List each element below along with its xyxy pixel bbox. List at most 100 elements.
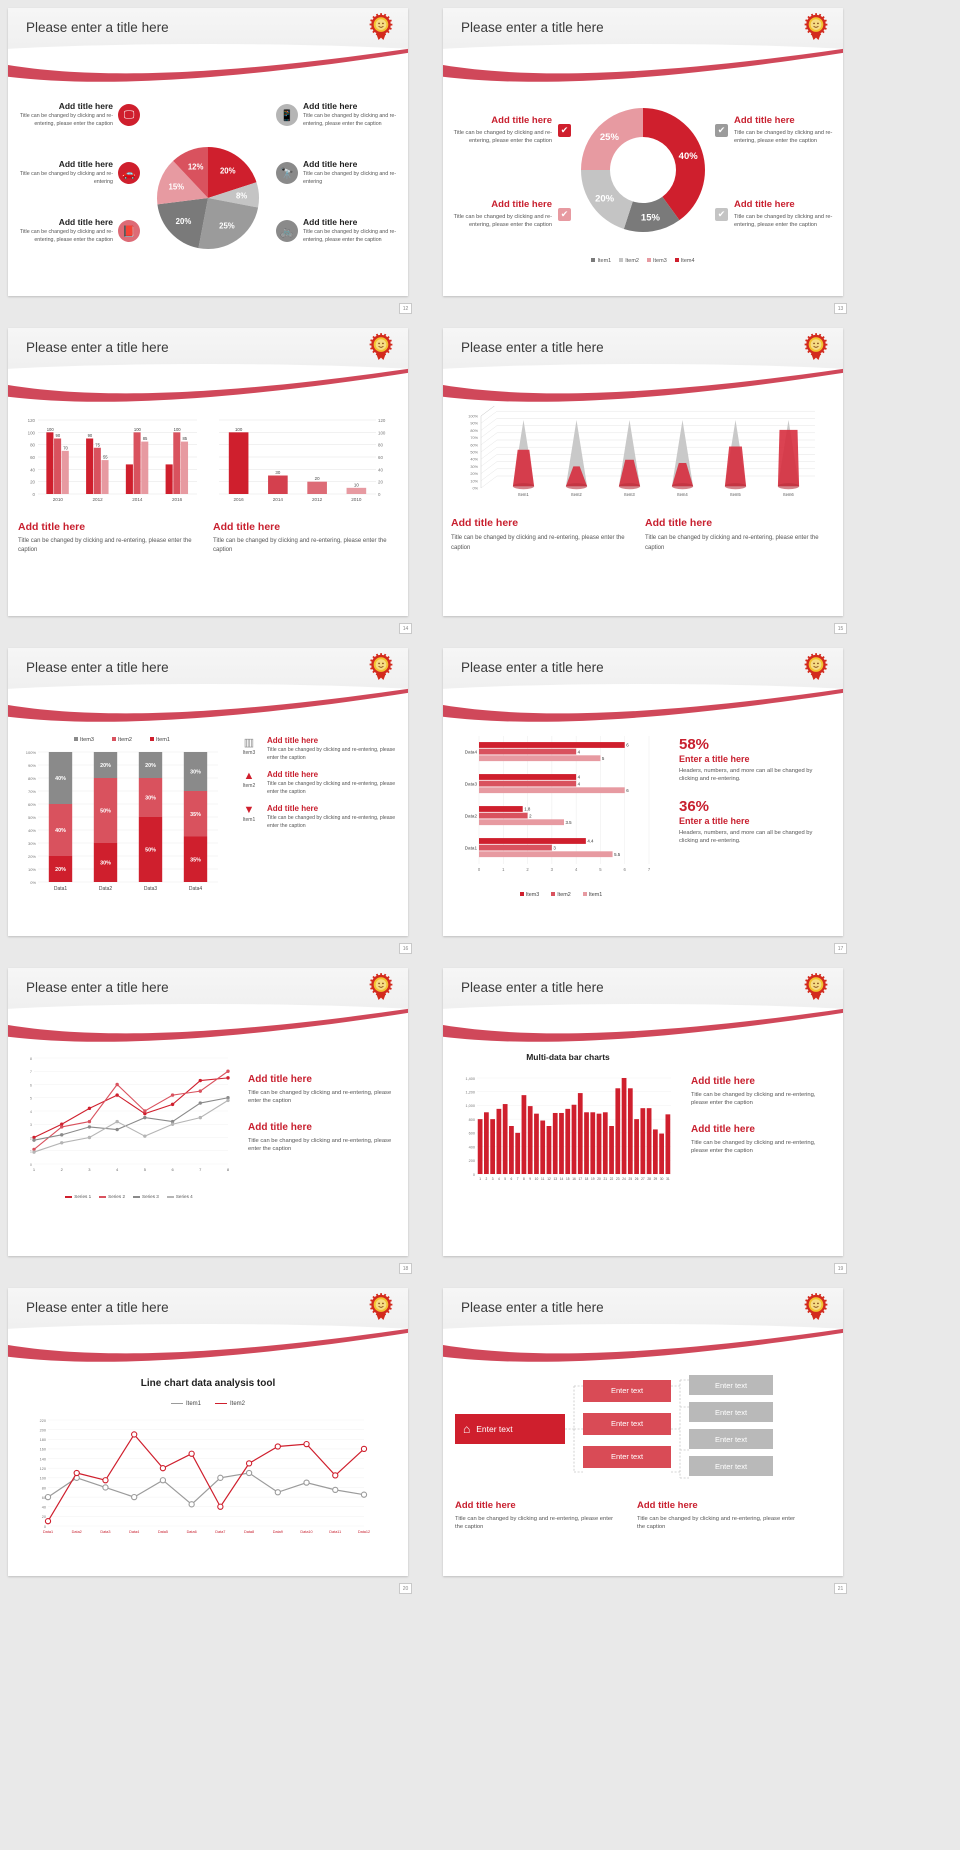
donut-legend-item[interactable]: Add title here Title can be changed by c… xyxy=(451,172,571,256)
line-series[interactable] xyxy=(33,1070,229,1150)
flow-node-mid[interactable]: Enter text xyxy=(583,1412,671,1435)
data-point[interactable] xyxy=(226,1096,230,1100)
legend-item[interactable]: Item2 xyxy=(619,258,639,264)
data-point[interactable] xyxy=(143,1134,147,1138)
legend-item[interactable]: Item1 xyxy=(170,1401,201,1407)
data-point[interactable] xyxy=(217,1503,224,1510)
data-point[interactable] xyxy=(245,1460,253,1467)
data-point[interactable] xyxy=(198,1078,202,1083)
legend-item[interactable]: Item3 xyxy=(74,737,94,743)
line-series[interactable] xyxy=(33,1077,229,1138)
legend-item[interactable]: Item1 xyxy=(591,258,611,264)
bar[interactable] xyxy=(659,1133,664,1174)
bar[interactable] xyxy=(228,432,249,494)
bar[interactable] xyxy=(479,742,625,748)
data-point[interactable] xyxy=(226,1076,230,1080)
stacked-segment[interactable] xyxy=(138,752,163,778)
data-point[interactable] xyxy=(115,1119,119,1124)
pie-slice[interactable] xyxy=(198,198,259,249)
bar[interactable] xyxy=(521,1095,527,1174)
donut-legend-item[interactable]: Add title here Title can be changed by c… xyxy=(451,88,571,172)
bar[interactable] xyxy=(621,1078,627,1174)
data-point[interactable] xyxy=(131,1493,138,1501)
data-point[interactable] xyxy=(188,1501,195,1508)
pie-legend-item[interactable]: Add title here Title can be changed by c… xyxy=(16,86,140,144)
data-point[interactable] xyxy=(188,1450,195,1457)
data-point[interactable] xyxy=(303,1479,310,1486)
data-point[interactable] xyxy=(170,1119,175,1124)
data-point[interactable] xyxy=(87,1106,92,1111)
bar[interactable] xyxy=(640,1108,646,1174)
bar[interactable] xyxy=(479,838,586,844)
legend-item[interactable]: Item3 xyxy=(647,258,667,264)
data-point[interactable] xyxy=(32,1135,36,1140)
data-point[interactable] xyxy=(115,1127,119,1132)
bar[interactable] xyxy=(615,1088,621,1174)
side-item[interactable]: ▲ Item2 Add title here Title can be chan… xyxy=(234,770,400,796)
bar[interactable] xyxy=(133,432,141,494)
slide[interactable]: Please enter a title here Multi-data bar… xyxy=(443,968,843,1256)
data-point[interactable] xyxy=(274,1489,281,1496)
bar[interactable] xyxy=(101,460,109,494)
bar[interactable] xyxy=(165,464,173,494)
donut-legend-item[interactable]: ✔ Add title here Title can be changed by… xyxy=(715,172,835,256)
legend-item[interactable]: Item1 xyxy=(582,892,602,898)
data-point[interactable] xyxy=(115,1093,119,1097)
bar[interactable] xyxy=(86,438,94,495)
bar[interactable] xyxy=(602,1112,608,1174)
bar[interactable] xyxy=(268,475,288,495)
bar[interactable] xyxy=(307,481,327,494)
data-point[interactable] xyxy=(217,1474,224,1481)
pie-slice[interactable] xyxy=(157,198,208,249)
slide[interactable]: Please enter a title here Add title here… xyxy=(8,8,408,296)
data-point[interactable] xyxy=(198,1101,202,1105)
bar[interactable] xyxy=(509,1126,514,1174)
stacked-segment[interactable] xyxy=(48,856,73,882)
bar[interactable] xyxy=(141,441,149,494)
data-point[interactable] xyxy=(87,1125,92,1129)
data-point[interactable] xyxy=(274,1443,281,1450)
data-point[interactable] xyxy=(360,1445,368,1453)
stacked-segment[interactable] xyxy=(183,791,208,837)
bar[interactable] xyxy=(479,819,564,826)
legend-item[interactable]: Item1 xyxy=(150,737,170,743)
bar[interactable] xyxy=(665,1114,671,1174)
bar[interactable] xyxy=(479,787,625,794)
bar[interactable] xyxy=(515,1132,521,1174)
flow-node-mid[interactable]: Enter text xyxy=(583,1445,671,1468)
donut-legend-item[interactable]: ✔ Add title here Title can be changed by… xyxy=(715,88,835,172)
slide[interactable]: Please enter a title here ⌂ Enter text xyxy=(443,1288,843,1576)
slide[interactable]: Please enter a title here 0 1 2 3 4 5 6 7 6 4 5 Dat… xyxy=(443,648,843,936)
slide[interactable]: Please enter a title here 0% 10% 20% 30% 40%… xyxy=(443,328,843,616)
side-item[interactable]: ▥ Item3 Add title here Title can be chan… xyxy=(234,736,400,762)
bar[interactable] xyxy=(173,432,181,494)
flow-node-mid[interactable]: Enter text xyxy=(583,1379,671,1402)
data-point[interactable] xyxy=(198,1115,202,1120)
pie-legend-item[interactable]: 🔭 Add title here Title can be changed by… xyxy=(276,144,400,202)
pie-slice[interactable] xyxy=(208,147,257,198)
bar[interactable] xyxy=(479,780,577,787)
data-point[interactable] xyxy=(102,1477,109,1484)
bar[interactable] xyxy=(634,1119,639,1174)
data-point[interactable] xyxy=(170,1093,175,1097)
cone-value[interactable] xyxy=(618,459,641,487)
bar[interactable] xyxy=(61,450,69,494)
cone-value[interactable] xyxy=(512,449,535,487)
bar[interactable] xyxy=(527,1106,533,1174)
slide[interactable]: Please enter a title here 0 20 40 60 80 100 12… xyxy=(8,328,408,616)
bar[interactable] xyxy=(46,432,54,494)
bar[interactable] xyxy=(590,1112,596,1174)
data-point[interactable] xyxy=(170,1122,175,1126)
checkbox-icon[interactable]: ✔ xyxy=(558,123,571,137)
stacked-segment[interactable] xyxy=(48,804,73,856)
bar[interactable] xyxy=(596,1113,602,1174)
legend-item[interactable]: Item3 xyxy=(519,892,539,898)
pie-slice[interactable] xyxy=(157,160,208,205)
data-point[interactable] xyxy=(60,1141,64,1145)
cone-value[interactable] xyxy=(671,463,694,487)
bar[interactable] xyxy=(584,1112,589,1174)
bar[interactable] xyxy=(546,1126,552,1174)
flow-node-leaf[interactable]: Enter text xyxy=(689,1456,773,1476)
stacked-segment[interactable] xyxy=(183,836,208,883)
